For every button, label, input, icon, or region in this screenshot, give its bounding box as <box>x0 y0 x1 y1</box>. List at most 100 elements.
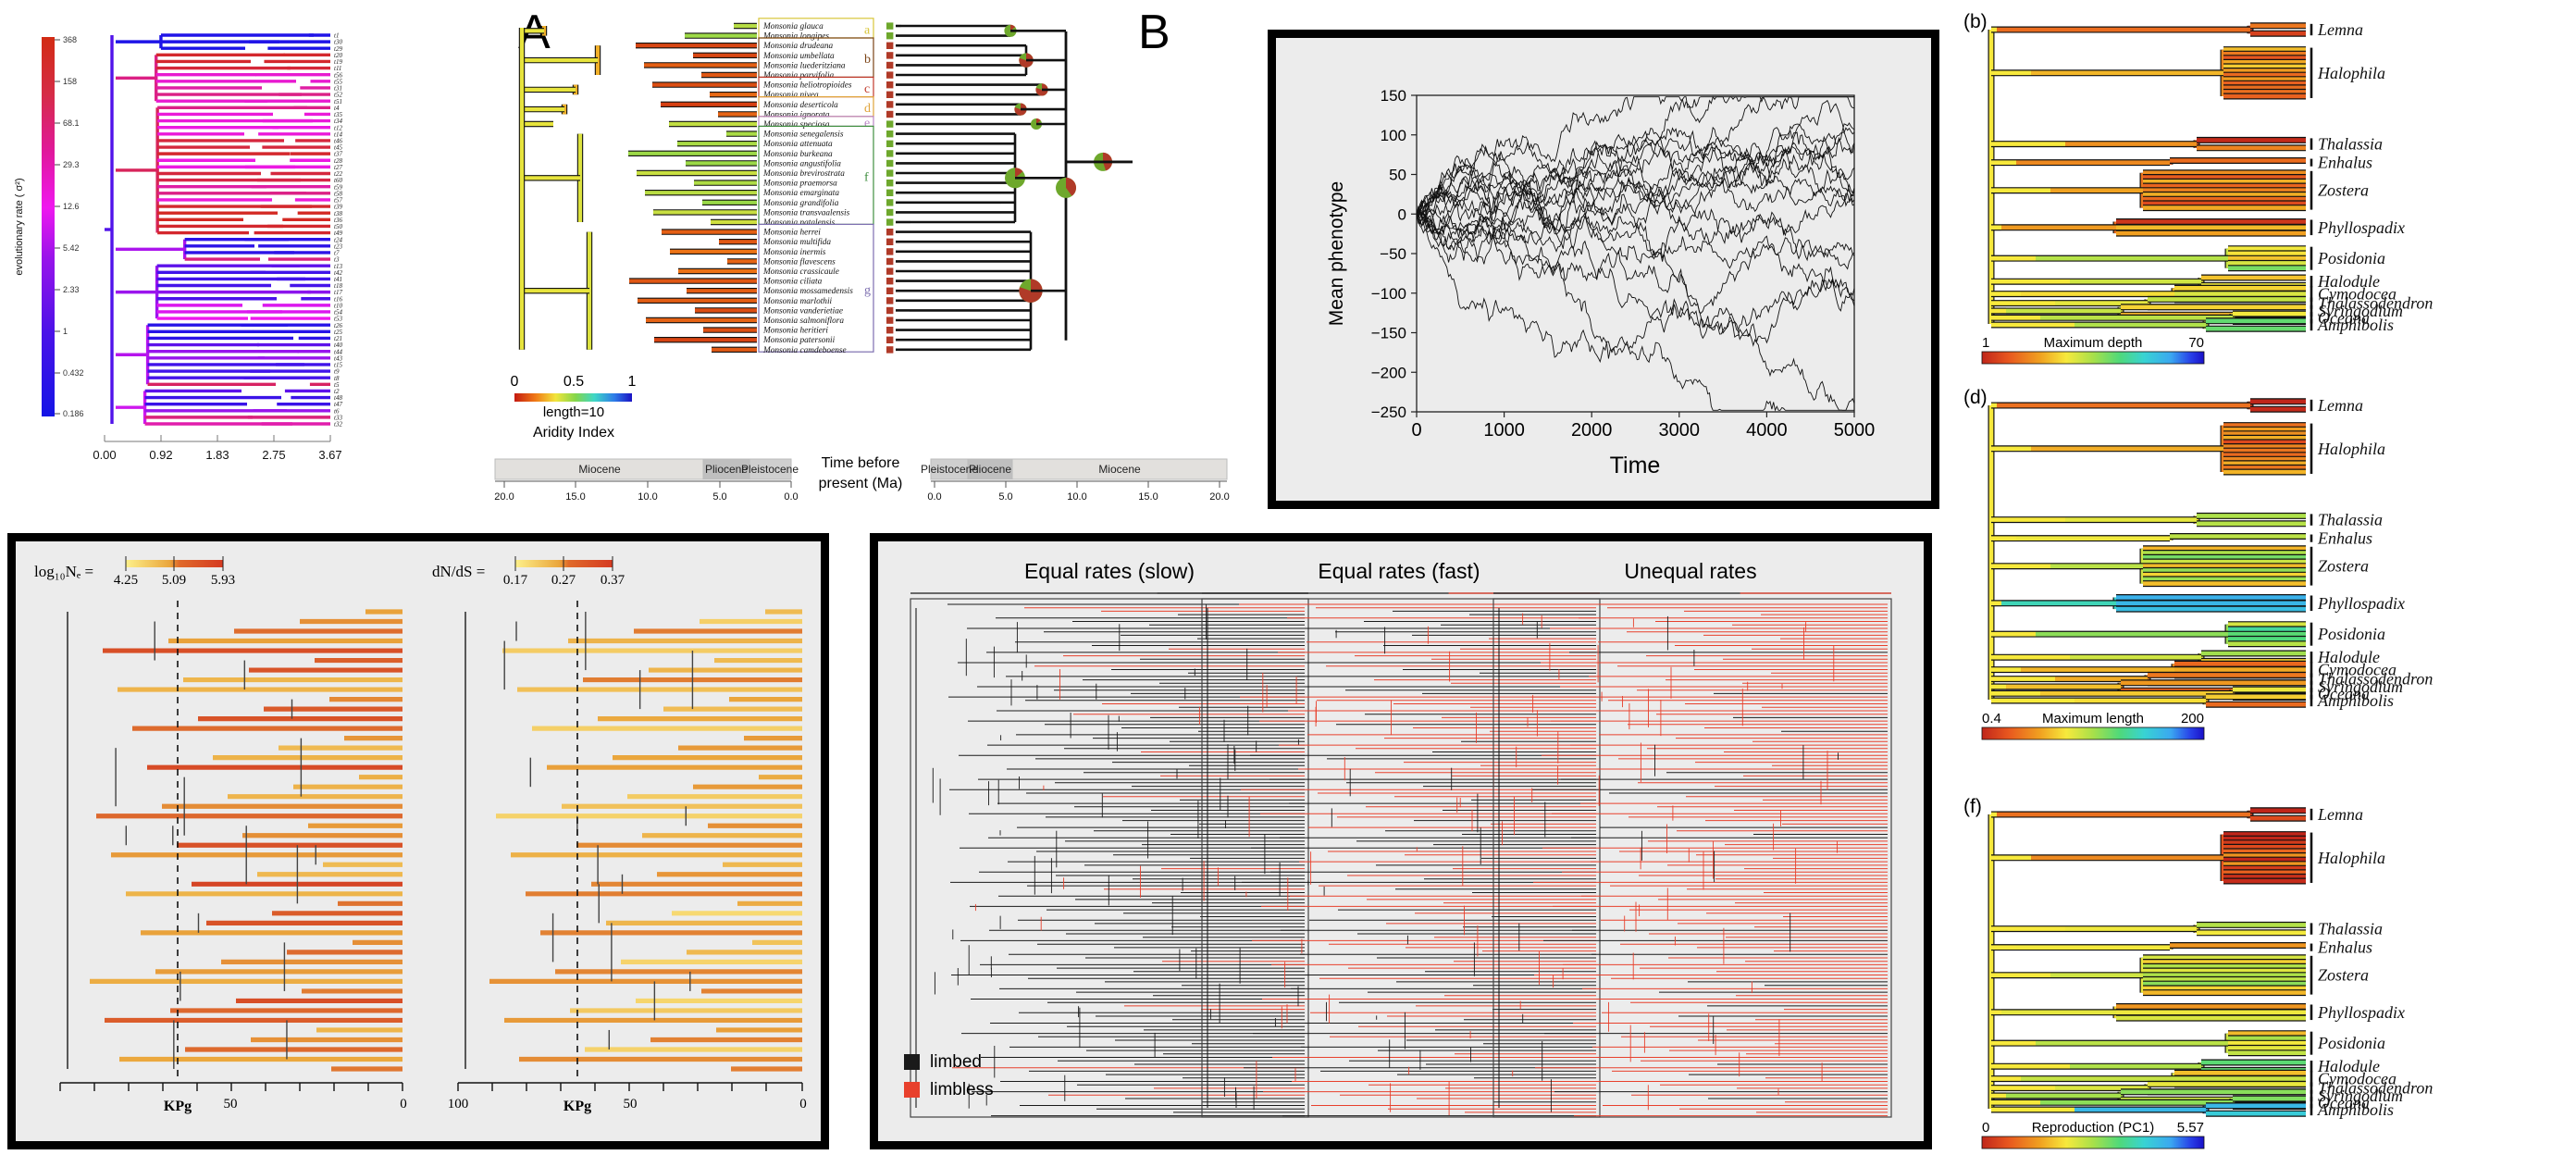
svg-text:Monsonia inermis: Monsonia inermis <box>762 248 826 257</box>
svg-text:Monsonia speciosa: Monsonia speciosa <box>762 120 830 130</box>
bm-y-axis-label: Mean phenotype <box>1326 181 1347 326</box>
dnds-tree-right <box>464 601 802 1076</box>
svg-text:−150: −150 <box>1371 325 1406 342</box>
svg-text:Lemna: Lemna <box>2317 20 2363 39</box>
svg-text:t21: t21 <box>334 335 342 342</box>
svg-text:t4: t4 <box>334 105 340 112</box>
bm-axis-ticks: 0 1000 2000 3000 4000 5000−250−200−150−100−50… <box>1371 87 1876 441</box>
aridity-legend-title: Aridity Index <box>533 425 614 441</box>
svg-text:Monsonia marlothii: Monsonia marlothii <box>762 297 833 306</box>
svg-text:t3: t3 <box>334 256 340 264</box>
svg-text:t32: t32 <box>334 421 342 428</box>
svg-text:Posidonia: Posidonia <box>2317 1034 2385 1052</box>
dnds-legend: dN/dS = 0.17 0.27 0.37 <box>432 556 625 588</box>
svg-text:t49: t49 <box>334 230 342 237</box>
svg-text:0: 0 <box>1398 205 1406 223</box>
svg-text:t1: t1 <box>334 32 339 40</box>
svg-text:t12: t12 <box>334 124 342 131</box>
epoch-label: Pliocene <box>969 463 1011 476</box>
limbless-subplot-title: Unequal rates <box>1624 559 1756 583</box>
legend-swatch-limbed <box>904 1054 920 1070</box>
time-axis-label-line2: present (Ma) <box>819 476 903 491</box>
svg-text:Monsonia heliotropioides: Monsonia heliotropioides <box>762 81 852 91</box>
limbless-tree-unequal <box>1492 592 1892 1118</box>
svg-text:Monsonia umbellata: Monsonia umbellata <box>762 52 835 61</box>
svg-text:g: g <box>864 283 871 297</box>
epoch-label: Pleistocene <box>741 463 799 476</box>
svg-text:t25: t25 <box>334 329 342 336</box>
svg-text:Monsonia multifida: Monsonia multifida <box>762 237 831 247</box>
svg-text:1: 1 <box>1982 335 1989 351</box>
dnds-axis-tick: 100 <box>448 1097 469 1112</box>
time-tick: 5.0 <box>712 491 726 503</box>
rate-tree-branches <box>105 33 330 426</box>
svg-text:Monsonia attenuata: Monsonia attenuata <box>762 140 833 149</box>
svg-text:t10: t10 <box>334 302 342 309</box>
svg-text:t22: t22 <box>334 170 342 178</box>
seagrass-svg: (b) LemnaHalophilaThalassiaEnhalusZostera… <box>1960 0 2576 1155</box>
svg-text:2000: 2000 <box>1571 420 1613 441</box>
svg-text:t15: t15 <box>334 362 342 369</box>
panel-ne-dnds: log₁₀Nₑ = 4.25 5.09 5.93 dN/dS = 0.17 0.… <box>7 533 829 1149</box>
epoch-label: Miocene <box>1098 463 1141 476</box>
svg-text:t57: t57 <box>334 197 342 205</box>
rate-tick: 2.33 <box>63 285 80 294</box>
svg-text:Monsonia mossamedensis: Monsonia mossamedensis <box>762 287 853 296</box>
geologic-timescale-right: Pleistocene Pliocene Miocene 0.0 5.0 10.… <box>921 458 1230 503</box>
svg-text:Monsonia senegalensis: Monsonia senegalensis <box>762 130 844 140</box>
aridity-scale-note: length=10 <box>543 404 604 420</box>
svg-text:Thalassodendron: Thalassodendron <box>2318 1079 2433 1098</box>
svg-text:t41: t41 <box>334 276 342 283</box>
svg-text:5.57: 5.57 <box>2177 1120 2204 1136</box>
limbless-tree-slow <box>910 592 1309 1118</box>
svg-text:0: 0 <box>1411 420 1421 441</box>
rate-colorbar <box>42 37 55 416</box>
svg-text:t18: t18 <box>334 282 342 290</box>
time-axis-label-line1: Time before <box>822 455 900 471</box>
svg-text:t20: t20 <box>334 52 342 59</box>
legend-label-limbed: limbed <box>930 1052 982 1072</box>
dnds-legend-label: dN/dS = <box>432 563 485 580</box>
svg-text:t30: t30 <box>334 39 342 46</box>
svg-text:Syringodium: Syringodium <box>2318 302 2403 320</box>
svg-text:Amphibolis: Amphibolis <box>2317 691 2394 710</box>
kpg-label-left: KPg <box>164 1099 192 1114</box>
svg-text:t37: t37 <box>334 151 342 158</box>
svg-text:t23: t23 <box>334 242 342 250</box>
svg-text:Thalassodendron: Thalassodendron <box>2318 670 2433 689</box>
svg-text:Oceana: Oceana <box>2318 684 2370 702</box>
rate-tree-tip-labels: t1t30t29t20t19t11t56t55t31t52t51t4t35t34… <box>334 32 342 428</box>
svg-text:(b): (b) <box>1963 11 1988 32</box>
rate-tick: 158 <box>63 77 77 86</box>
svg-text:Reproduction (PC1): Reproduction (PC1) <box>2032 1120 2155 1136</box>
legend-label-limbless: limbless <box>930 1080 994 1099</box>
x-tick: 0.00 <box>93 448 116 462</box>
aridity-tick: 0 <box>511 374 519 390</box>
x-tick: 0.92 <box>149 448 172 462</box>
limbless-svg: Equal rates (slow) Equal rates (fast) Un… <box>878 541 1924 1141</box>
svg-text:Monsonia burkeana: Monsonia burkeana <box>762 150 833 159</box>
svg-text:−200: −200 <box>1371 364 1406 381</box>
svg-text:t35: t35 <box>334 111 342 118</box>
svg-text:Zostera: Zostera <box>2318 966 2369 985</box>
svg-text:t44: t44 <box>334 348 342 355</box>
epoch-label: Pliocene <box>705 463 748 476</box>
epoch-label: Pleistocene <box>921 463 978 476</box>
ne-legend-label: log₁₀Nₑ = <box>34 563 93 580</box>
svg-text:Zostera: Zostera <box>2318 181 2369 200</box>
svg-text:Zostera: Zostera <box>2318 557 2369 576</box>
svg-text:Enhalus: Enhalus <box>2317 154 2372 172</box>
dnds-tick: 0.37 <box>601 573 625 588</box>
panel-brownian-motion: 0 1000 2000 3000 4000 5000 −250 −200 −150 −100 −50… <box>1268 30 1939 509</box>
svg-text:t39: t39 <box>334 204 342 211</box>
geologic-timescale-left: Miocene Pliocene Pleistocene 20.0 15.0 1… <box>494 458 799 503</box>
time-tick: 0.0 <box>927 491 941 503</box>
monsonia-left-tree <box>518 22 757 353</box>
svg-text:Monsonia ciliata: Monsonia ciliata <box>762 278 823 287</box>
aridity-tick: 0.5 <box>564 374 584 390</box>
ne-tick: 5.93 <box>211 573 235 588</box>
svg-text:t38: t38 <box>334 210 342 217</box>
rate-tick: 29.3 <box>63 160 80 169</box>
svg-text:Oceana: Oceana <box>2318 308 2370 327</box>
